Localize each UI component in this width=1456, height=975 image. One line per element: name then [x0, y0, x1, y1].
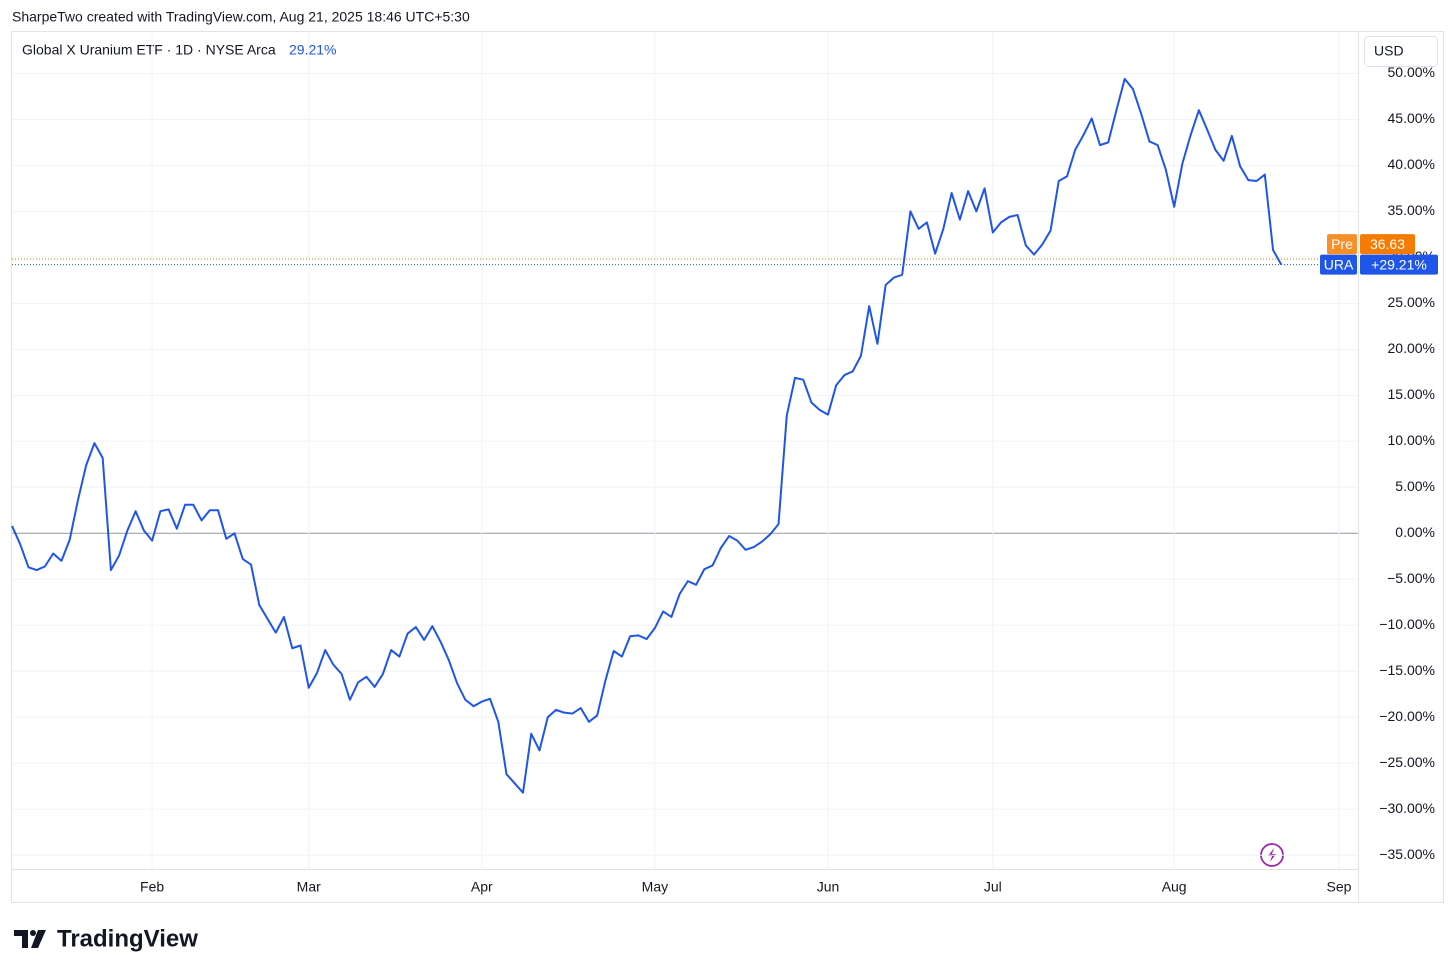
last-value-box — [1360, 254, 1438, 275]
y-tick-label: 40.00% — [1388, 156, 1435, 172]
logo-icon — [14, 930, 46, 948]
credit: SharpeTwo created with TradingView.com, … — [12, 9, 470, 25]
last-name: URA — [1324, 256, 1354, 272]
y-tick-label: −15.00% — [1379, 662, 1435, 678]
y-tick-label: 20.00% — [1388, 340, 1435, 356]
x-tick-label: Apr — [471, 879, 493, 895]
last-name-box — [1320, 254, 1357, 275]
x-tick-label: Jun — [817, 879, 840, 895]
y-tick-label: 25.00% — [1388, 294, 1435, 310]
x-tick-label: Sep — [1327, 879, 1352, 895]
change-label: 29.21% — [289, 42, 336, 58]
y-tick-label: 45.00% — [1388, 110, 1435, 126]
y-tick-label: 15.00% — [1388, 386, 1435, 402]
y-tick-label: −25.00% — [1379, 754, 1435, 770]
last-value-label: +29.21% — [1371, 256, 1427, 272]
price-line — [11, 77, 1283, 794]
premarket-name: Pre — [1331, 236, 1353, 252]
premarket-price-box — [1360, 234, 1415, 255]
y-tick-label: 5.00% — [1395, 478, 1435, 494]
x-tick-label: Jul — [984, 879, 1002, 895]
x-tick-label: May — [642, 879, 668, 895]
x-tick-label: Mar — [297, 879, 321, 895]
premarket-price: 36.63 — [1370, 236, 1405, 252]
y-tick-label: −30.00% — [1379, 800, 1435, 816]
chart-title: Global X Uranium ETF · 1D · NYSE Arca — [22, 42, 276, 58]
chart-frame — [11, 31, 1444, 903]
y-tick-label: −35.00% — [1379, 846, 1435, 862]
y-tick-label: 50.00% — [1388, 64, 1435, 80]
y-tick-label: 0.00% — [1395, 524, 1435, 540]
currency-box[interactable] — [1364, 36, 1438, 67]
logo-text: TradingView — [57, 925, 198, 952]
y-tick-label: 10.00% — [1388, 432, 1435, 448]
currency[interactable]: USD — [1374, 43, 1404, 59]
premarket-name-box — [1327, 234, 1357, 255]
grid — [12, 32, 1358, 869]
x-tick-label: Aug — [1162, 879, 1187, 895]
y-tick-label: −5.00% — [1387, 570, 1435, 586]
y-tick-label: −20.00% — [1379, 708, 1435, 724]
y-tick-label: −10.00% — [1379, 616, 1435, 632]
x-tick-label: Feb — [140, 879, 164, 895]
y-tick-label: 35.00% — [1388, 202, 1435, 218]
